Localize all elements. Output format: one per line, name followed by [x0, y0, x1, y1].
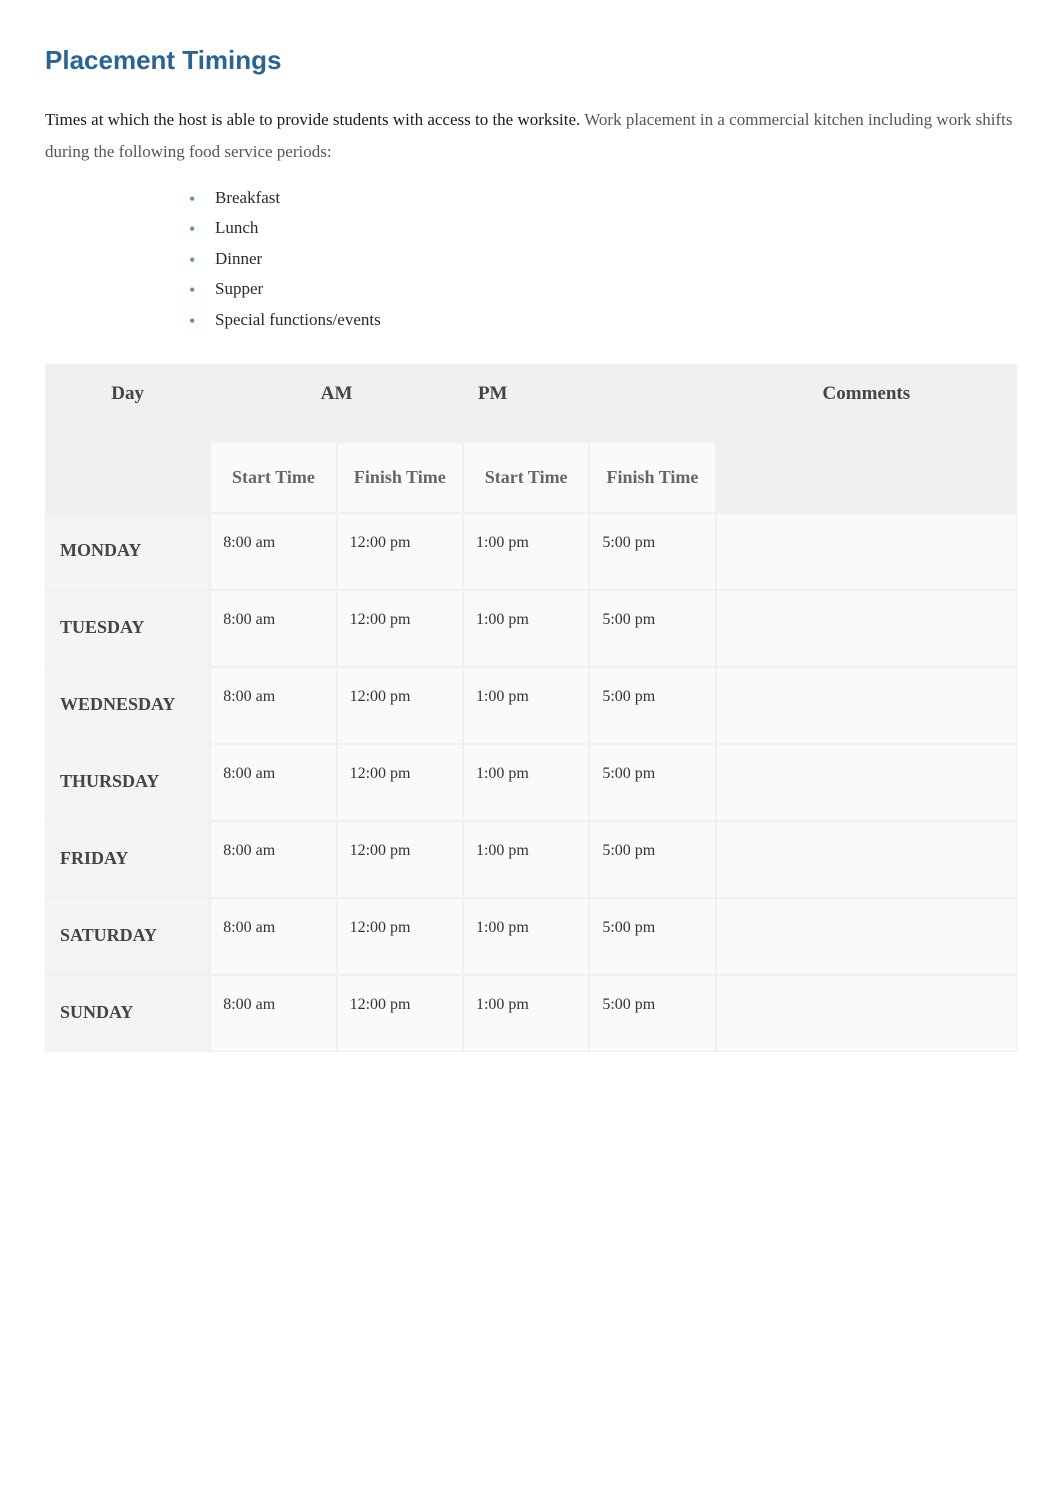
pm-finish-cell: 5:00 pm — [589, 513, 715, 590]
table-row: SATURDAY 8:00 am 12:00 pm 1:00 pm 5:00 p… — [45, 898, 1017, 975]
am-start-cell: 8:00 am — [210, 744, 336, 821]
pm-finish-cell: 5:00 pm — [589, 821, 715, 898]
list-item: Dinner — [195, 244, 1017, 275]
am-start-cell: 8:00 am — [210, 898, 336, 975]
table-row: SUNDAY 8:00 am 12:00 pm 1:00 pm 5:00 pm — [45, 975, 1017, 1052]
table-row: FRIDAY 8:00 am 12:00 pm 1:00 pm 5:00 pm — [45, 821, 1017, 898]
table-row: THURSDAY 8:00 am 12:00 pm 1:00 pm 5:00 p… — [45, 744, 1017, 821]
list-item: Lunch — [195, 213, 1017, 244]
table-row: WEDNESDAY 8:00 am 12:00 pm 1:00 pm 5:00 … — [45, 667, 1017, 744]
intro-text: Times at which the host is able to provi… — [45, 104, 1017, 169]
header-pm-finish: Finish Time — [589, 442, 715, 513]
am-finish-cell: 12:00 pm — [337, 744, 463, 821]
day-cell: WEDNESDAY — [45, 667, 210, 744]
header-pm: PM — [463, 364, 716, 442]
comments-cell — [716, 667, 1017, 744]
pm-finish-cell: 5:00 pm — [589, 590, 715, 667]
schedule-table: Day AM PM Comments Start Time Finish Tim… — [45, 364, 1017, 1052]
pm-start-cell: 1:00 pm — [463, 898, 589, 975]
day-cell: THURSDAY — [45, 744, 210, 821]
list-item: Supper — [195, 274, 1017, 305]
am-start-cell: 8:00 am — [210, 975, 336, 1052]
pm-start-cell: 1:00 pm — [463, 744, 589, 821]
header-day: Day — [45, 364, 210, 513]
header-am: AM — [210, 364, 463, 442]
am-finish-cell: 12:00 pm — [337, 590, 463, 667]
day-cell: FRIDAY — [45, 821, 210, 898]
pm-finish-cell: 5:00 pm — [589, 667, 715, 744]
day-cell: TUESDAY — [45, 590, 210, 667]
comments-cell — [716, 821, 1017, 898]
header-am-finish: Finish Time — [337, 442, 463, 513]
comments-cell — [716, 590, 1017, 667]
am-finish-cell: 12:00 pm — [337, 898, 463, 975]
pm-finish-cell: 5:00 pm — [589, 744, 715, 821]
page-title: Placement Timings — [45, 45, 1017, 76]
comments-cell — [716, 744, 1017, 821]
pm-start-cell: 1:00 pm — [463, 513, 589, 590]
table-row: MONDAY 8:00 am 12:00 pm 1:00 pm 5:00 pm — [45, 513, 1017, 590]
list-item: Breakfast — [195, 183, 1017, 214]
day-cell: MONDAY — [45, 513, 210, 590]
header-am-start: Start Time — [210, 442, 336, 513]
am-start-cell: 8:00 am — [210, 590, 336, 667]
pm-start-cell: 1:00 pm — [463, 975, 589, 1052]
header-comments: Comments — [716, 364, 1017, 513]
comments-cell — [716, 513, 1017, 590]
am-start-cell: 8:00 am — [210, 667, 336, 744]
pm-start-cell: 1:00 pm — [463, 821, 589, 898]
pm-start-cell: 1:00 pm — [463, 590, 589, 667]
comments-cell — [716, 898, 1017, 975]
pm-finish-cell: 5:00 pm — [589, 898, 715, 975]
intro-lead: Times at which the host is able to provi… — [45, 110, 584, 129]
pm-start-cell: 1:00 pm — [463, 667, 589, 744]
day-cell: SATURDAY — [45, 898, 210, 975]
am-finish-cell: 12:00 pm — [337, 513, 463, 590]
am-finish-cell: 12:00 pm — [337, 975, 463, 1052]
header-pm-start: Start Time — [463, 442, 589, 513]
am-start-cell: 8:00 am — [210, 821, 336, 898]
comments-cell — [716, 975, 1017, 1052]
list-item: Special functions/events — [195, 305, 1017, 336]
am-finish-cell: 12:00 pm — [337, 667, 463, 744]
service-periods-list: Breakfast Lunch Dinner Supper Special fu… — [45, 183, 1017, 336]
am-finish-cell: 12:00 pm — [337, 821, 463, 898]
am-start-cell: 8:00 am — [210, 513, 336, 590]
pm-finish-cell: 5:00 pm — [589, 975, 715, 1052]
table-row: TUESDAY 8:00 am 12:00 pm 1:00 pm 5:00 pm — [45, 590, 1017, 667]
day-cell: SUNDAY — [45, 975, 210, 1052]
